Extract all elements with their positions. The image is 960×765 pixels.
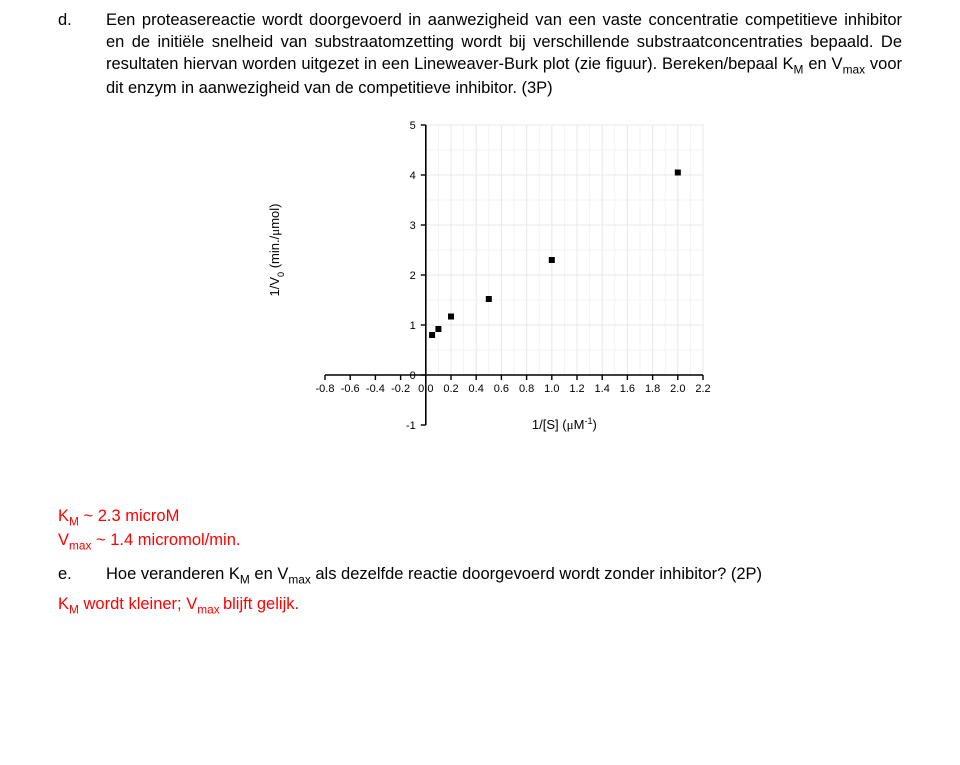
answer-d-km-sub: M — [69, 515, 79, 529]
answer-e-post: blijft gelijk. — [223, 595, 299, 613]
answer-d-vmax-v: V — [58, 531, 69, 549]
question-e-text2: en V — [250, 565, 289, 583]
question-e-sub1: M — [240, 573, 250, 587]
answer-e-sub2: max — [197, 602, 223, 616]
svg-text:1.6: 1.6 — [620, 383, 635, 395]
svg-text:0.2: 0.2 — [443, 383, 458, 395]
svg-text:0.0: 0.0 — [418, 383, 433, 395]
svg-text:1.2: 1.2 — [569, 383, 584, 395]
question-e-body: Hoe veranderen KM en Vmax als dezelfde r… — [106, 564, 902, 588]
question-e-text3: als dezelfde reactie doorgevoerd wordt z… — [311, 565, 762, 583]
vmax-sub: max — [843, 62, 865, 76]
svg-text:2.0: 2.0 — [670, 383, 685, 395]
answer-d-line2: Vmax ~ 1.4 micromol/min. — [58, 530, 902, 554]
svg-text:0: 0 — [410, 370, 416, 382]
svg-text:1.4: 1.4 — [595, 383, 610, 395]
svg-text:1/V0 (min./μmol): 1/V0 (min./μmol) — [267, 204, 286, 297]
svg-text:1: 1 — [410, 320, 416, 332]
question-d-body: Een proteasereactie wordt doorgevoerd in… — [106, 10, 902, 99]
answer-e-mid: wordt kleiner; V — [79, 595, 197, 613]
svg-text:0.8: 0.8 — [519, 383, 534, 395]
svg-text:2: 2 — [410, 270, 416, 282]
svg-text:3: 3 — [410, 220, 416, 232]
svg-text:-0.2: -0.2 — [391, 383, 410, 395]
svg-text:1.0: 1.0 — [544, 383, 559, 395]
question-e: e. Hoe veranderen KM en Vmax als dezelfd… — [58, 564, 902, 588]
question-d: d. Een proteasereactie wordt doorgevoerd… — [58, 10, 902, 99]
svg-text:2.2: 2.2 — [695, 383, 710, 395]
answer-d-vmax-val: ~ 1.4 micromol/min. — [91, 531, 240, 549]
svg-text:-0.8: -0.8 — [316, 383, 335, 395]
svg-text:0.6: 0.6 — [494, 383, 509, 395]
answer-d-km-k: K — [58, 507, 69, 525]
svg-text:-0.4: -0.4 — [366, 383, 385, 395]
question-e-sub2: max — [288, 573, 310, 587]
svg-text:4: 4 — [410, 170, 416, 182]
answer-d-vmax-sub: max — [69, 539, 91, 553]
chart-container: -0.8 -0.6 -0.4 -0.2 0.0 0.2 0.4 0.6 0.8 1.0 1.2 1.4… — [58, 105, 902, 500]
svg-text:5: 5 — [410, 120, 416, 132]
question-d-label: d. — [58, 10, 74, 99]
page-root: d. Een proteasereactie wordt doorgevoerd… — [0, 0, 960, 618]
answer-d: KM ~ 2.3 microM Vmax ~ 1.4 micromol/min. — [58, 506, 902, 554]
answer-e-pre1: K — [58, 595, 69, 613]
answer-d-km-val: ~ 2.3 microM — [79, 507, 179, 525]
km-sub: M — [794, 62, 804, 76]
svg-text:-1: -1 — [406, 420, 416, 432]
answer-d-line1: KM ~ 2.3 microM — [58, 506, 902, 530]
question-e-text1: Hoe veranderen K — [106, 565, 240, 583]
svg-text:1.8: 1.8 — [645, 383, 660, 395]
question-d-text2: en V — [803, 55, 842, 73]
question-d-text: Een proteasereactie wordt doorgevoerd in… — [106, 11, 902, 73]
svg-text:0.4: 0.4 — [469, 383, 484, 395]
question-e-label: e. — [58, 564, 74, 588]
svg-text:-0.6: -0.6 — [341, 383, 360, 395]
answer-e: KM wordt kleiner; Vmax blijft gelijk. — [58, 594, 902, 618]
lineweaver-burk-scatter: -0.8 -0.6 -0.4 -0.2 0.0 0.2 0.4 0.6 0.8 1.0 1.2 1.4… — [245, 105, 715, 500]
svg-text:1/[S] (μM-1): 1/[S] (μM-1) — [532, 416, 597, 432]
answer-e-sub1: M — [69, 602, 79, 616]
